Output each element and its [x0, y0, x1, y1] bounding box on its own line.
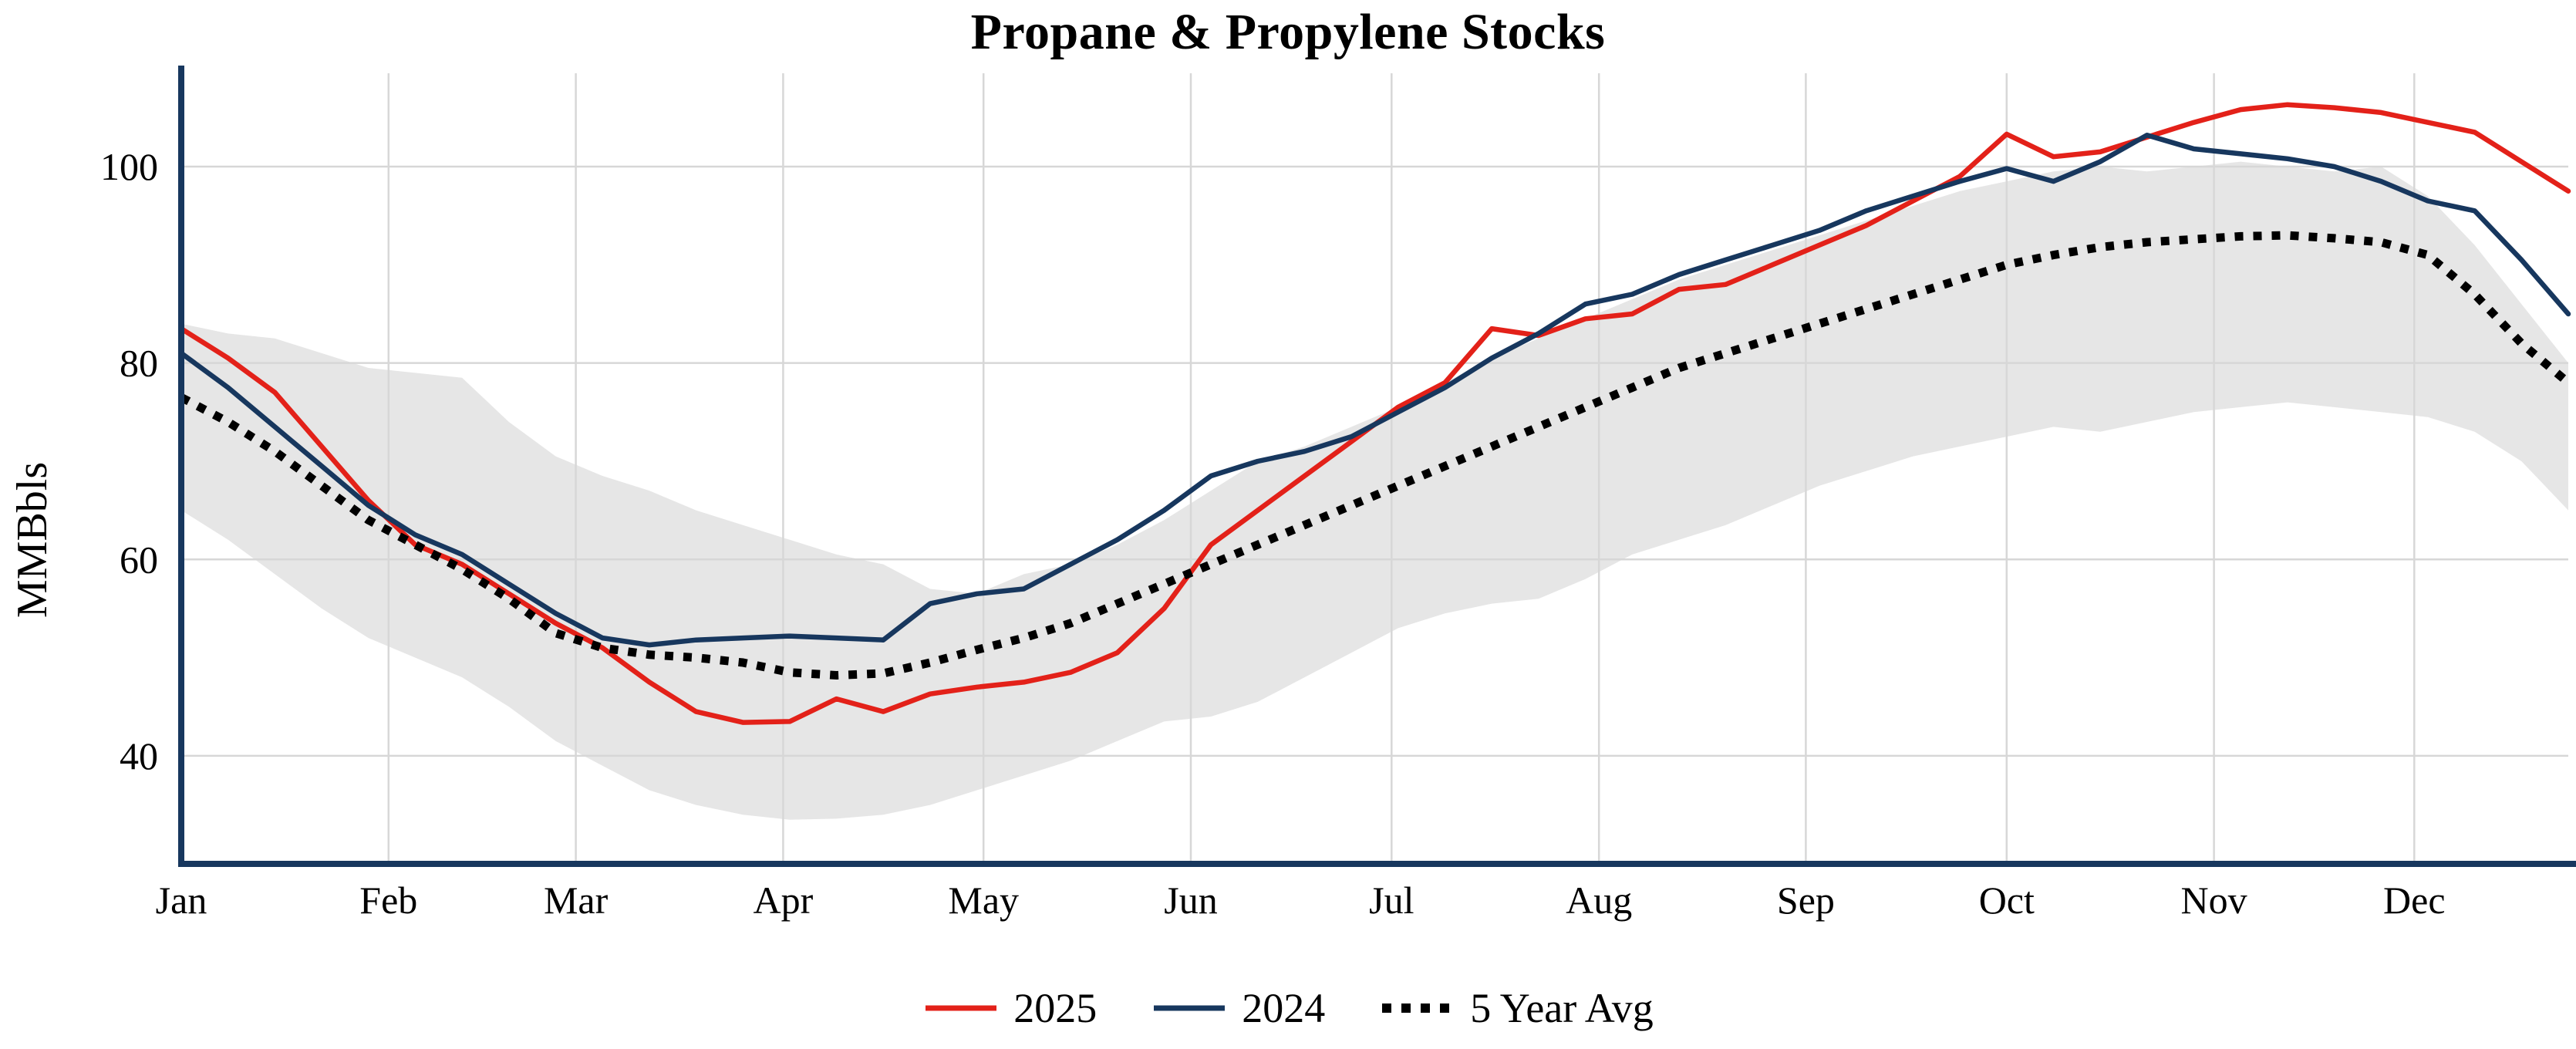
- y-tick-label-100: 100: [100, 145, 158, 188]
- x-tick-label-nov: Nov: [2181, 879, 2247, 922]
- x-tick-label-may: May: [948, 879, 1019, 922]
- legend: 2025 2024 5 Year Avg: [0, 972, 2576, 1045]
- legend-item-5-year-avg: 5 Year Avg: [1379, 987, 1654, 1029]
- chart-title: Propane & Propylene Stocks: [970, 4, 1606, 60]
- x-tick-label-jan: Jan: [156, 879, 207, 922]
- x-tick-label-feb: Feb: [359, 879, 417, 922]
- series-line-2024: [178, 132, 2571, 648]
- chart-plot-area: 40 60 80 100 Jan Feb Mar Apr May Jun Jul Aug Sep Oct N…: [8, 65, 2576, 922]
- legend-item-2025: 2025: [922, 987, 1097, 1029]
- x-tick-label-jul: Jul: [1369, 879, 1414, 922]
- x-tick-label-dec: Dec: [2383, 879, 2446, 922]
- y-axis-title: MMBbls: [8, 462, 56, 618]
- legend-swatch-2025: [926, 1005, 997, 1011]
- x-tick-label-oct: Oct: [1979, 879, 2035, 922]
- five-year-range-band: [181, 161, 2568, 820]
- y-tick-label-40: 40: [120, 734, 158, 777]
- x-tick-label-sep: Sep: [1777, 879, 1835, 922]
- legend-label: 2025: [1013, 985, 1097, 1032]
- y-tick-label-80: 80: [120, 341, 158, 384]
- legend-item-2024: 2024: [1151, 987, 1325, 1029]
- legend-label: 5 Year Avg: [1470, 985, 1654, 1032]
- x-tick-label-aug: Aug: [1566, 879, 1632, 922]
- legend-swatch-2024: [1154, 1005, 1226, 1011]
- series-line-5-year-avg: [179, 231, 2571, 680]
- x-tick-label-jun: Jun: [1164, 879, 1217, 922]
- y-tick-label-60: 60: [120, 538, 158, 581]
- x-tick-label-apr: Apr: [754, 879, 814, 922]
- x-tick-label-mar: Mar: [544, 879, 609, 922]
- legend-swatch-5-year-avg: [1382, 1003, 1454, 1014]
- legend-label: 2024: [1242, 985, 1326, 1032]
